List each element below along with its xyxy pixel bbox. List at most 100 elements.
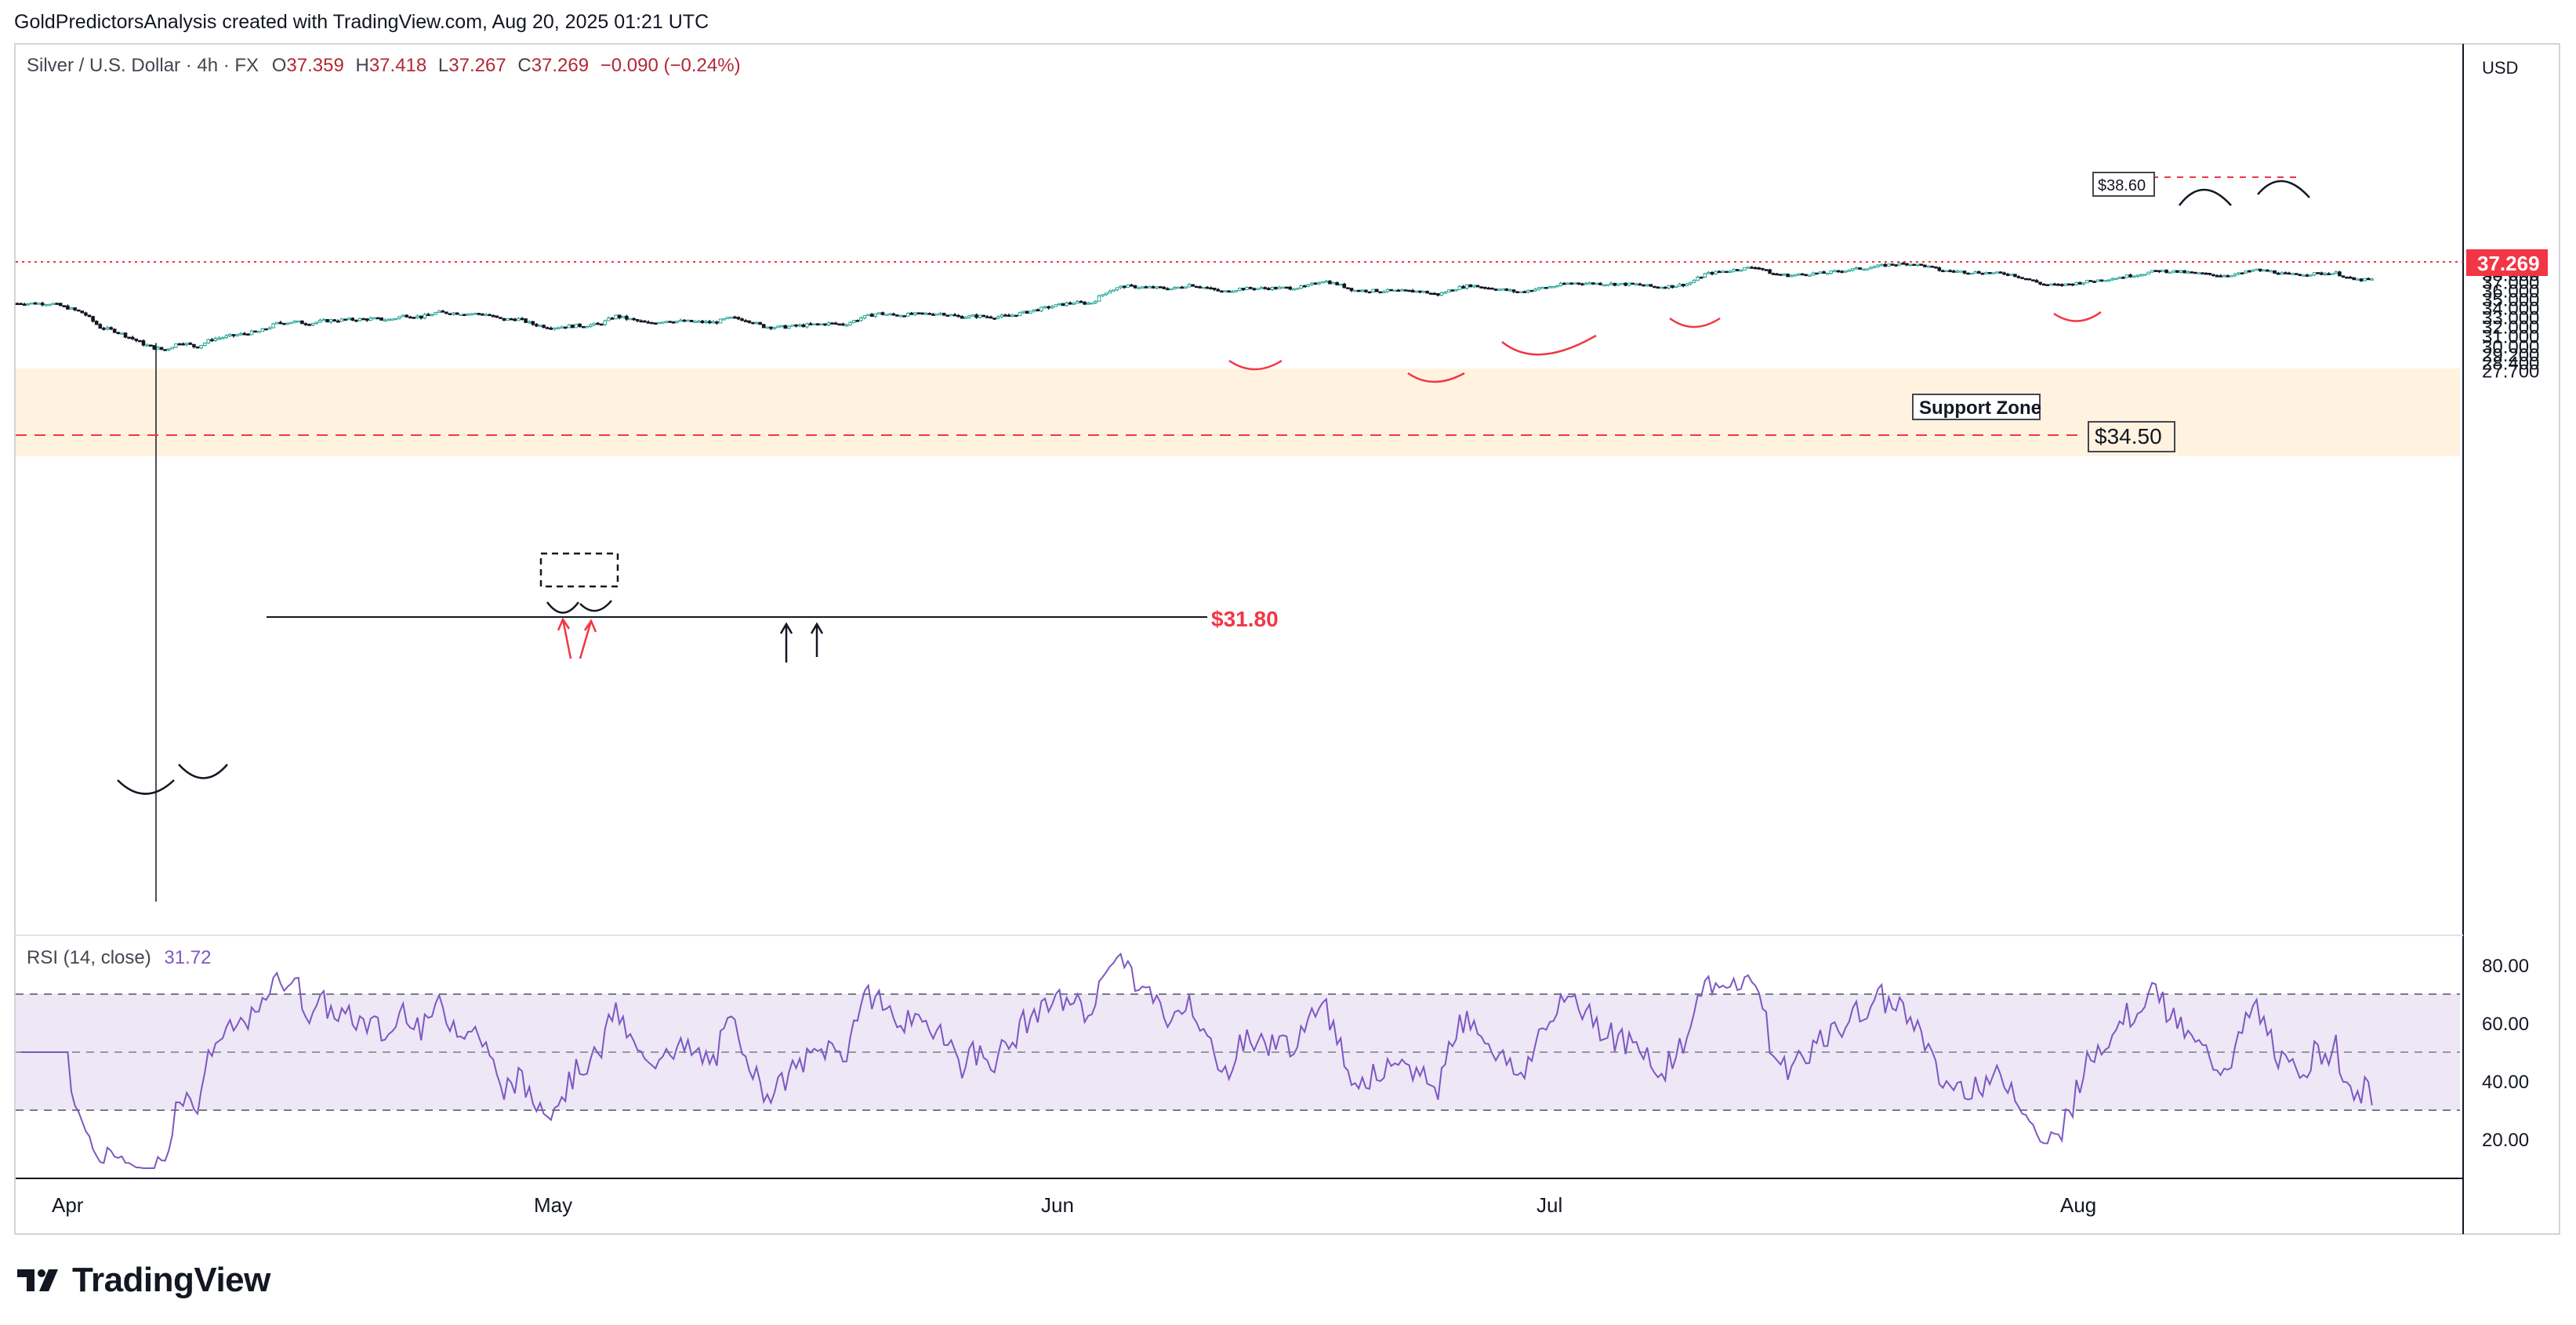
candle-body: [2186, 271, 2190, 274]
candle-body: [2038, 281, 2042, 285]
change-value: −0.090 (−0.24%): [600, 55, 741, 76]
candle-body: [102, 328, 106, 330]
candle-body: [1735, 269, 1740, 271]
candle-body: [1522, 291, 1527, 293]
candle-body: [1685, 283, 1689, 287]
candle-body: [1962, 270, 1967, 274]
candle-body: [242, 332, 247, 336]
candle-body: [1750, 267, 1754, 269]
candle-body: [1642, 284, 1645, 287]
candle-body: [220, 337, 225, 339]
candle-body: [949, 314, 953, 317]
candle-body: [127, 336, 131, 339]
label-3860[interactable]: $38.60: [2092, 172, 2155, 197]
candle-body: [2085, 280, 2089, 284]
candle-body: [996, 316, 1000, 319]
symbol-legend[interactable]: Silver / U.S. Dollar · 4h · FX O37.359 H…: [27, 55, 741, 77]
candle-body: [1234, 290, 1239, 292]
candle-body: [884, 314, 888, 316]
candle-body: [1173, 286, 1177, 289]
candle-body: [2150, 270, 2154, 273]
candle-body: [1252, 288, 1257, 291]
candle-body: [1807, 274, 1812, 277]
candle-body: [1991, 272, 1996, 274]
candle-body: [1238, 288, 1242, 292]
candle-body: [743, 320, 748, 322]
candle-body: [134, 338, 139, 341]
candle-body: [1869, 267, 1873, 270]
candle-body: [927, 313, 932, 315]
candle-body: [1699, 276, 1703, 279]
rsi-tick-label: 80.00: [2482, 956, 2529, 977]
candle-body: [199, 345, 203, 349]
candle-body: [1335, 281, 1339, 285]
candle-body: [2045, 284, 2050, 286]
candle-body: [2005, 274, 2010, 276]
candle-body: [556, 327, 561, 330]
time-tick-label: May: [534, 1193, 572, 1217]
candle-body: [1133, 285, 1137, 289]
candle-body: [314, 321, 319, 324]
candle-body: [1486, 287, 1491, 290]
candle-body: [1227, 290, 1231, 293]
candle-body: [1609, 282, 1613, 285]
candle-body: [1122, 285, 1127, 289]
candle-body: [62, 305, 67, 307]
candle-body: [1511, 289, 1516, 292]
candle-body: [1605, 284, 1609, 286]
candle-body: [718, 318, 723, 324]
candle-body: [2142, 274, 2147, 276]
tradingview-logo-text: TradingView: [72, 1261, 270, 1299]
candle-body: [267, 327, 272, 330]
candle-body: [902, 315, 906, 318]
candle-body: [271, 323, 275, 329]
candle-body: [1000, 314, 1004, 318]
candle-body: [1003, 314, 1007, 317]
candle-body: [2356, 278, 2360, 281]
candle-body: [116, 332, 121, 335]
candle-body: [181, 343, 185, 346]
candle-body: [2027, 278, 2032, 281]
candle-body: [779, 325, 784, 328]
candle-body: [2330, 273, 2335, 275]
tradingview-logo[interactable]: TradingView: [17, 1261, 270, 1300]
label-support-zone[interactable]: Support Zone: [1912, 394, 2041, 420]
candle-body: [956, 314, 960, 318]
rsi-legend[interactable]: RSI (14, close) 31.72: [27, 947, 211, 969]
candle-body: [1836, 270, 1841, 273]
candle-body: [1054, 303, 1058, 307]
candle-body: [1743, 267, 1747, 271]
candle-body: [1058, 303, 1061, 306]
candle-body: [520, 318, 524, 321]
candle-body: [700, 320, 705, 323]
candle-body: [1544, 287, 1548, 289]
candle-body: [2348, 276, 2353, 279]
candle-body: [2124, 274, 2129, 278]
candle-body: [1984, 272, 1988, 274]
candle-body: [2002, 272, 2006, 275]
black-arrow-1: [779, 622, 793, 662]
label-3450[interactable]: $34.50: [2088, 421, 2175, 452]
candle-body: [1725, 270, 1729, 274]
candle-body: [1443, 292, 1447, 294]
candle-body: [1843, 270, 1848, 273]
candle-body: [632, 318, 636, 321]
candle-body: [368, 318, 373, 321]
candle-body: [2016, 276, 2021, 278]
candle-body: [1371, 289, 1375, 292]
candle-body: [862, 314, 867, 319]
candle-body: [1256, 288, 1260, 290]
candle-body: [365, 318, 369, 321]
candle-body: [310, 322, 315, 326]
candle-body: [66, 305, 70, 310]
candle-body: [1414, 290, 1419, 293]
candle-body: [1176, 286, 1181, 289]
candle-body: [26, 303, 31, 306]
candle-body: [1653, 285, 1656, 289]
candle-body: [610, 318, 615, 320]
candle-body: [1908, 263, 1913, 267]
candle-body: [855, 320, 860, 322]
candle-body: [44, 303, 49, 307]
candle-body: [1061, 303, 1065, 307]
